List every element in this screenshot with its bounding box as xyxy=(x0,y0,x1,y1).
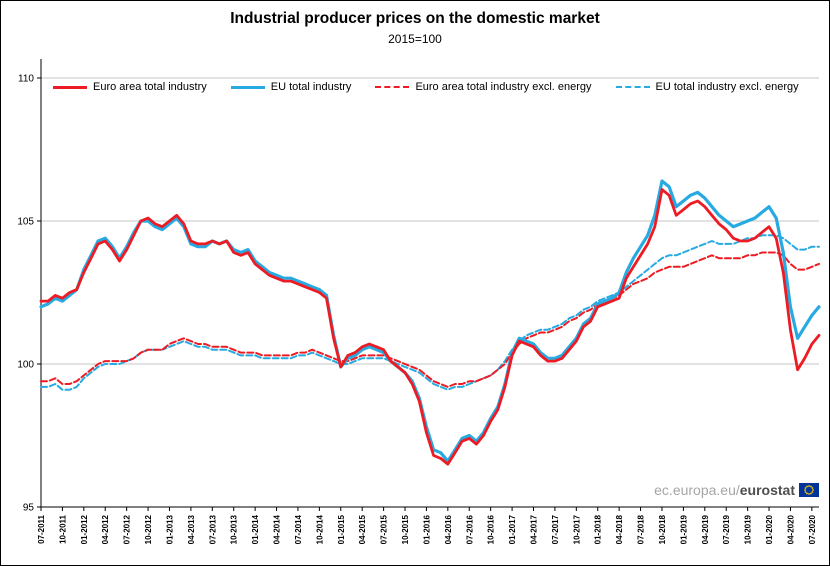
x-tick-label: 10-2016 xyxy=(487,514,496,544)
x-tick-label: 10-2015 xyxy=(401,514,410,544)
x-tick-label: 01-2018 xyxy=(594,514,603,544)
x-tick-label: 01-2014 xyxy=(251,514,260,544)
legend: Euro area total industry EU total industr… xyxy=(53,81,799,93)
x-tick-label: 01-2020 xyxy=(765,514,774,544)
x-tick-label: 07-2011 xyxy=(37,514,46,543)
x-tick-label: 10-2014 xyxy=(315,514,324,544)
x-tick-label: 01-2015 xyxy=(337,514,346,544)
legend-swatch-eu-excl-energy xyxy=(615,86,650,88)
legend-item-euro-area-total: Euro area total industry xyxy=(53,81,207,93)
x-tick-label: 10-2019 xyxy=(744,514,753,544)
chart-subtitle: 2015=100 xyxy=(388,32,442,46)
footer-prefix: ec.europa.eu/ xyxy=(654,482,740,498)
x-tick-label: 07-2014 xyxy=(294,514,303,544)
series-line-euro-area-excl-energy xyxy=(40,251,820,388)
x-tick-label: 10-2011 xyxy=(58,514,67,543)
x-tick-label: 01-2017 xyxy=(508,514,517,544)
y-tick-label: 105 xyxy=(17,217,34,228)
series-line-eu-total xyxy=(39,179,821,463)
y-tick-label: 95 xyxy=(23,503,35,514)
legend-item-eu-excl-energy: EU total industry excl. energy xyxy=(615,81,799,93)
legend-label: EU total industry excl. energy xyxy=(655,81,799,93)
x-tick-label: 07-2018 xyxy=(637,514,646,544)
legend-swatch-euro-area-total xyxy=(53,85,87,89)
x-tick-label: 07-2013 xyxy=(208,514,217,544)
x-tick-label: 04-2013 xyxy=(187,514,196,544)
x-tick-label: 01-2016 xyxy=(422,514,431,544)
x-tick-label: 01-2012 xyxy=(80,514,89,544)
x-tick-label: 01-2013 xyxy=(165,514,174,544)
x-tick-label: 04-2016 xyxy=(444,514,453,544)
series-line-eu-excl-energy xyxy=(40,234,820,391)
y-tick-label: 110 xyxy=(18,74,34,85)
x-tick-label: 07-2017 xyxy=(551,514,560,544)
legend-label: Euro area total industry xyxy=(93,81,207,93)
chart-title: Industrial producer prices on the domest… xyxy=(230,10,600,27)
legend-swatch-euro-area-excl-energy xyxy=(375,86,410,88)
legend-label: Euro area total industry excl. energy xyxy=(415,81,592,93)
footer-brand: eurostat xyxy=(739,482,795,498)
x-tick-label: 10-2018 xyxy=(658,514,667,544)
x-tick-label: 04-2015 xyxy=(358,514,367,544)
x-tick-label: 04-2014 xyxy=(273,514,282,544)
legend-item-eu-total: EU total industry xyxy=(230,81,352,93)
x-tick-label: 07-2019 xyxy=(722,514,731,544)
legend-label: EU total industry xyxy=(270,81,352,93)
eu-flag-icon xyxy=(799,483,819,497)
x-tick-label: 04-2019 xyxy=(701,514,710,544)
series-line-euro-area-total xyxy=(39,188,821,466)
x-tick-label: 07-2016 xyxy=(465,514,474,544)
x-tick-label: 04-2020 xyxy=(786,514,795,544)
footer: ec.europa.eu/eurostat xyxy=(654,482,819,498)
x-tick-label: 07-2015 xyxy=(380,514,389,544)
x-tick-label: 04-2012 xyxy=(101,514,110,544)
legend-swatch-eu-total xyxy=(230,85,265,89)
x-tick-label: 07-2012 xyxy=(123,514,132,544)
y-tick-label: 100 xyxy=(17,360,34,371)
x-tick-label: 04-2017 xyxy=(529,514,538,544)
x-tick-label: 01-2019 xyxy=(679,514,688,544)
x-tick-label: 04-2018 xyxy=(615,514,624,544)
x-tick-label: 10-2017 xyxy=(572,514,581,544)
x-tick-label: 10-2012 xyxy=(144,514,153,544)
legend-item-euro-area-excl-energy: Euro area total industry excl. energy xyxy=(375,81,592,93)
x-tick-label: 07-2020 xyxy=(808,514,817,544)
x-tick-label: 10-2013 xyxy=(230,514,239,544)
